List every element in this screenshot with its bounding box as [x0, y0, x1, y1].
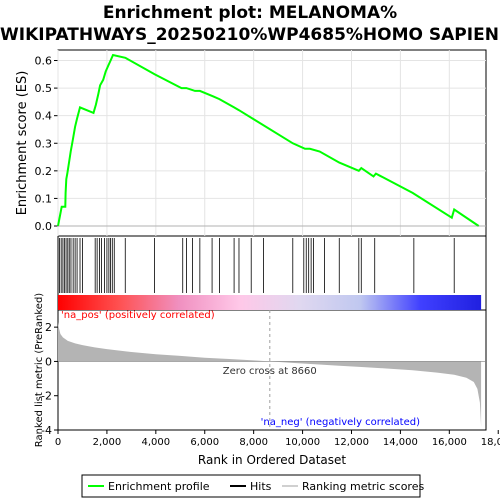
legend-label-hits: Hits	[250, 480, 272, 493]
xtick-label: 0	[55, 437, 61, 448]
es-ytick-label: 0.2	[35, 165, 53, 178]
es-y-axis-label: Enrichment score (ES)	[15, 71, 30, 216]
es-ytick-label: 0.4	[35, 110, 53, 123]
xtick-label: 14,000	[383, 437, 418, 448]
es-ytick-label: 0.6	[35, 55, 53, 68]
pos-correlation-label: 'na_pos' (positively correlated)	[61, 310, 215, 321]
es-ytick-label: 0.3	[35, 137, 53, 150]
x-axis-label: Rank in Ordered Dataset	[198, 453, 346, 467]
metric-ytick-label: 0	[45, 355, 52, 368]
legend-label-metric: Ranking metric scores	[302, 480, 424, 493]
xtick-label: 12,000	[334, 437, 369, 448]
legend-label-enrichment: Enrichment profile	[108, 480, 210, 493]
es-ytick-label: 0.1	[35, 192, 53, 205]
metric-ytick-label: 2	[45, 321, 52, 334]
es-line	[57, 53, 480, 227]
rank-color-bar	[58, 295, 482, 310]
xtick-label: 18,000	[481, 437, 500, 448]
xtick-label: 4,000	[142, 437, 171, 448]
xtick-label: 2,000	[93, 437, 122, 448]
xtick-label: 8,000	[239, 437, 268, 448]
neg-correlation-label: 'na_neg' (negatively correlated)	[261, 417, 420, 428]
chart-title-line-1: Enrichment plot: MELANOMA%	[102, 3, 398, 23]
metric-ytick-label: -2	[41, 390, 52, 403]
xtick-label: 16,000	[432, 437, 467, 448]
chart-title-line-2: WIKIPATHWAYS_20250210%WP4685%HOMO SAPIEN…	[0, 25, 500, 45]
xtick-label: 6,000	[190, 437, 219, 448]
zero-cross-label: Zero cross at 8660	[223, 366, 317, 377]
es-ytick-label: 0.5	[35, 82, 53, 95]
es-ytick-label: 0.0	[35, 220, 53, 233]
legend-box	[81, 474, 421, 498]
metric-ytick-label: -4	[41, 424, 52, 437]
xtick-label: 10,000	[285, 437, 320, 448]
metric-y-axis-label: Ranked list metric (PreRanked)	[34, 293, 45, 447]
